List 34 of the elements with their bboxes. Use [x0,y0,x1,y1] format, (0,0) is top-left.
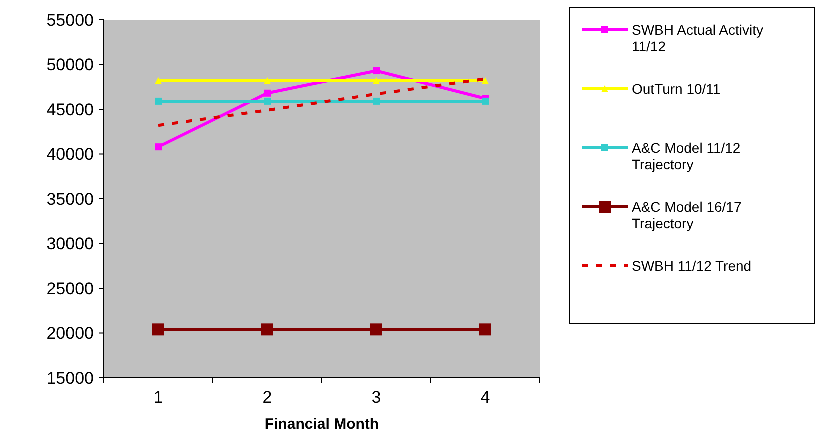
y-tick-label: 45000 [46,100,94,120]
point [152,324,164,336]
legend-label: A&C Model 11/12 Trajectory [632,140,741,173]
point [155,144,162,151]
legend-label: OutTurn 10/11 [632,80,721,97]
y-tick-label: 50000 [46,56,94,75]
y-tick-label: 30000 [46,234,94,254]
point [264,90,271,97]
x-tick-label: 1 [154,388,164,407]
point [155,98,162,105]
point [264,77,271,84]
x-tick-label: 2 [262,388,272,407]
y-tick-label: 40000 [46,145,94,164]
y-tick-label: 15000 [46,368,94,388]
y-tick-label: 25000 [46,279,94,298]
x-axis-title: Financial Month [264,416,380,433]
point [482,77,489,84]
legend-label: SWBH 11/12 Trend [632,258,752,274]
point [370,324,382,336]
point [155,77,162,84]
x-tick-label: 3 [372,388,382,407]
y-tick-label: 55000 [46,10,94,30]
point [373,68,380,75]
y-tick-label: 35000 [46,190,94,209]
x-tick-label: 4 [480,388,490,407]
point [373,98,380,105]
point [373,77,380,84]
legend-label: A&C Model 16/17 Trajectory [632,198,742,232]
legend-label: SWBH Actual Activity 11/12 [632,22,764,55]
point [482,98,489,105]
point [264,98,271,105]
y-tick-label: 20000 [46,324,94,344]
point [262,324,274,336]
point [480,324,492,336]
